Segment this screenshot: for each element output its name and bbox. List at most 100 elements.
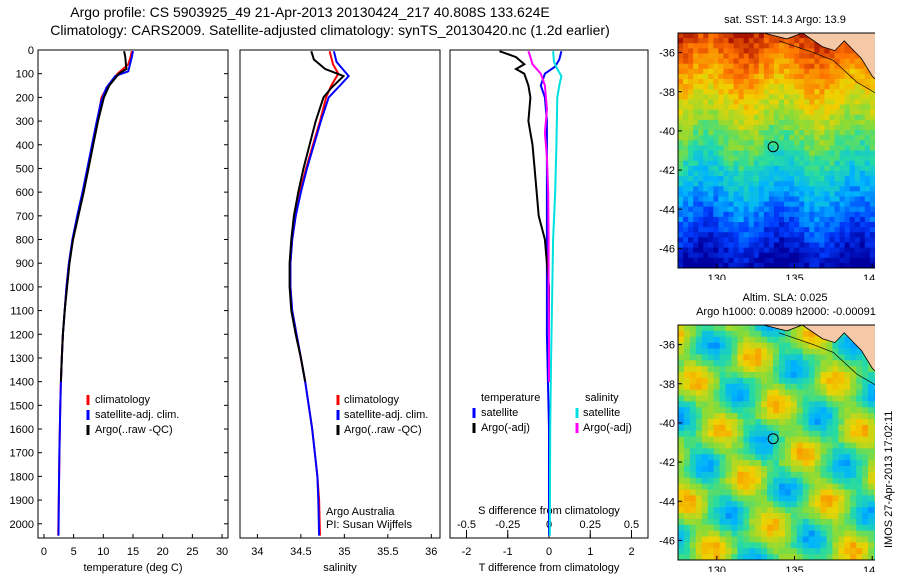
sla-cell	[713, 501, 720, 508]
sst-cell	[738, 242, 745, 248]
sst-cell	[869, 227, 875, 233]
sst-cell	[748, 63, 755, 70]
sst-cell	[753, 53, 760, 59]
sst-cell	[678, 232, 684, 238]
sst-cell	[859, 211, 866, 218]
sst-cell	[849, 165, 856, 172]
sst-cell	[869, 242, 875, 248]
sst-cell	[693, 119, 699, 126]
sst-cell	[804, 247, 810, 254]
sst-cell	[829, 170, 835, 177]
sst-cell	[758, 201, 765, 208]
sla-cell	[737, 471, 744, 479]
sla-cell	[814, 395, 821, 402]
sla-cell	[784, 471, 792, 479]
sst-cell	[768, 58, 775, 65]
sst-cell	[698, 170, 704, 177]
sst-cell	[834, 201, 840, 208]
sst-cell	[794, 242, 800, 248]
sst-cell	[693, 176, 699, 182]
sst-map-title: sat. SST: 14.3 Argo: 13.9	[724, 14, 846, 26]
sst-cell	[733, 104, 739, 111]
sst-cell	[814, 196, 820, 202]
sla-cell	[707, 401, 715, 408]
sla-cell	[719, 442, 726, 449]
sst-cell	[789, 48, 795, 54]
sst-cell	[753, 222, 760, 228]
sla-cell	[755, 530, 762, 537]
sst-cell	[834, 160, 840, 167]
sst-cell	[834, 63, 840, 70]
sst-cell	[859, 109, 866, 116]
sst-cell	[789, 58, 795, 65]
sla-cell	[749, 354, 756, 361]
sst-cell	[854, 257, 861, 264]
sst-cell	[779, 181, 785, 187]
sla-cell	[683, 524, 691, 532]
sst-cell	[688, 206, 694, 213]
sst-cell	[758, 43, 765, 49]
sla-cell	[832, 419, 839, 426]
sst-cell	[728, 170, 734, 177]
sla-cell	[802, 489, 810, 496]
sla-cell	[838, 448, 845, 455]
sst-cell	[773, 124, 780, 131]
sla-cell	[874, 518, 875, 526]
sst-cell	[758, 94, 765, 100]
x-tick-label: 0	[546, 546, 552, 558]
sla-cell	[767, 518, 774, 526]
sst-cell	[824, 191, 830, 197]
sla-map-title: Altim. SLA: 0.025	[742, 292, 828, 304]
sst-cell	[708, 160, 714, 167]
sst-cell	[743, 84, 750, 90]
sla-cell	[689, 424, 697, 432]
sla-cell	[725, 395, 732, 402]
sla-cell	[743, 372, 750, 379]
sla-cell	[713, 513, 720, 520]
sst-cell	[693, 124, 699, 131]
sst-cell	[869, 104, 875, 111]
sst-cell	[859, 84, 866, 90]
sla-cell	[820, 548, 827, 555]
s-tick-label: -0.25	[495, 519, 520, 531]
sst-cell	[768, 78, 775, 85]
sst-cell	[723, 124, 729, 131]
sla-cell	[802, 336, 810, 344]
sst-cell	[748, 191, 755, 197]
sst-cell	[849, 109, 856, 116]
sla-cell	[832, 483, 839, 490]
sla-cell	[856, 395, 863, 402]
sla-cell	[731, 354, 738, 361]
sla-cell	[689, 372, 697, 379]
sst-cell	[794, 104, 800, 111]
sst-cell	[773, 145, 780, 151]
sst-cell	[693, 186, 699, 192]
sla-cell	[874, 407, 875, 414]
sla-cell	[767, 466, 774, 473]
sla-cell	[755, 501, 762, 508]
sst-cell	[743, 38, 750, 44]
sst-cell	[718, 38, 724, 44]
sla-cell	[826, 442, 833, 449]
sla-cell	[701, 342, 709, 349]
sst-cell	[804, 257, 810, 264]
sla-cell	[749, 513, 756, 520]
sla-cell	[796, 366, 804, 373]
sst-cell	[779, 206, 785, 213]
sst-cell	[814, 109, 820, 116]
sst-cell	[794, 196, 800, 202]
sst-cell	[869, 257, 875, 264]
sla-cell	[678, 401, 685, 408]
sst-cell	[728, 150, 734, 157]
sst-cell	[758, 68, 765, 75]
sla-cell	[743, 448, 750, 455]
sla-cell	[731, 424, 738, 432]
sst-cell	[753, 78, 760, 85]
sst-cell	[864, 227, 871, 233]
sla-cell	[737, 389, 744, 396]
sla-cell	[850, 424, 857, 432]
sla-cell	[737, 513, 744, 520]
sst-cell	[728, 119, 734, 126]
sst-cell	[789, 227, 795, 233]
sla-cell	[701, 466, 709, 473]
